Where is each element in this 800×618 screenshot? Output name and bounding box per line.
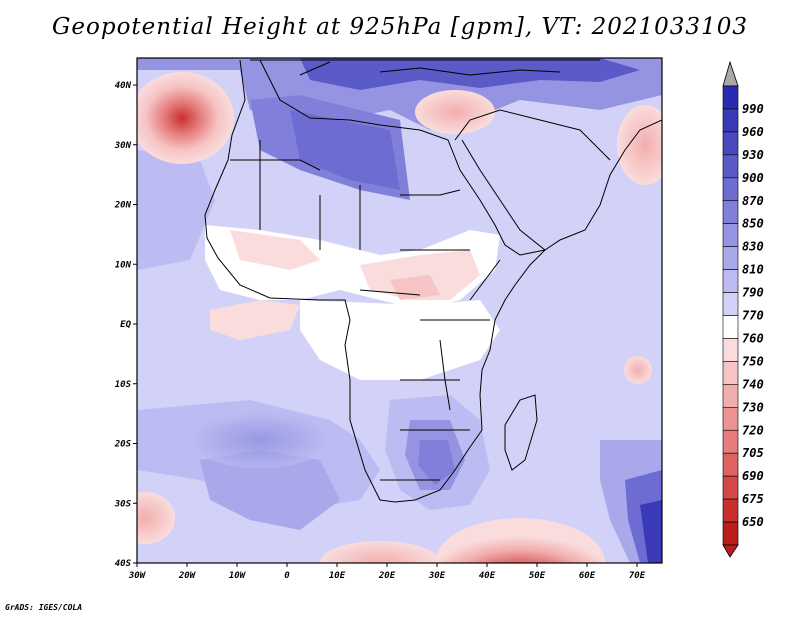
colorbar-swatch [722,521,739,546]
colorbar-swatch [722,154,739,179]
colorbar-swatch [722,85,739,110]
colorbar-swatch [722,429,739,454]
lon-tick-label: 50E [529,571,546,581]
lat-tick-label: 30N [114,141,132,151]
lat-tick-label: 30S [114,499,132,509]
colorbar-swatch [722,498,739,523]
colorbar-label: 650 [742,515,764,529]
lon-tick-label: 20W [178,571,197,581]
colorbar-label: 740 [742,377,764,391]
colorbar-label: 870 [742,194,764,208]
colorbar-label: 960 [742,125,764,139]
colorbar-swatch [722,269,739,293]
colorbar-swatch [722,406,739,431]
colorbar-swatch [722,200,739,225]
colorbar-label: 760 [742,331,764,345]
height-field [137,58,662,563]
colorbar-swatch [722,315,739,339]
colorbar-swatch [722,246,739,270]
colorbar-swatch [722,452,739,477]
colorbar-label: 720 [742,423,764,437]
lon-tick-label: 0 [284,571,290,581]
colorbar-label: 770 [742,309,764,323]
lat-tick-label: 10N [115,260,132,270]
colorbar-label: 730 [742,400,764,414]
colorbar-swatch [722,292,739,316]
colorbar-swatch [722,223,739,247]
lon-tick-label: 10W [229,571,247,581]
lon-tick-label: 60E [579,571,596,581]
colorbar-label: 930 [742,148,764,162]
lon-tick-label: 30W [128,571,147,581]
colorbar-label: 690 [742,469,764,483]
lat-tick-label: 20S [114,440,132,450]
map-title: Geopotential Height at 925hPa [gpm], VT:… [52,14,748,40]
colorbar-swatch [722,131,739,156]
colorbar-swatch [722,177,739,202]
colorbar-label: 810 [742,263,764,277]
colorbar-swatch [722,475,739,500]
lon-tick-label: 40E [479,571,496,581]
coastline-outline [204,59,662,503]
lon-tick-label: 30E [428,571,446,581]
plot-frame [136,57,663,564]
lat-tick-label: 10S [115,380,132,390]
colorbar-swatch [722,108,739,133]
colorbar-over-triangle [722,60,739,87]
colorbar: 990 960 930 900 870 850 830 810 790 770 760 750 740 7… [722,60,764,558]
colorbar-swatch [722,384,739,408]
lat-tick-label: 40S [115,559,132,569]
lat-tick-label: 40N [115,81,132,91]
lat-tick-label: EQ [120,320,131,330]
colorbar-label: 790 [742,286,764,300]
longitude-axis: 30W 20W 10W 0 10E 20E 30E 40E 50E 60E 70E [128,563,646,581]
colorbar-under-triangle [722,544,739,558]
colorbar-label: 675 [742,492,764,506]
lon-tick-label: 70E [629,571,646,581]
colorbar-label: 900 [742,171,764,185]
lon-tick-label: 20E [378,571,396,581]
lat-tick-label: 20N [114,201,132,211]
colorbar-label: 830 [742,240,764,254]
colorbar-swatch [722,338,739,362]
colorbar-swatch [722,361,739,385]
lon-tick-label: 10E [329,571,346,581]
latitude-axis: 40N 30N 20N 10N EQ 10S 20S 30S 40S [114,81,137,569]
credit-text: GrADS: IGES/COLA [5,603,83,612]
colorbar-label: 990 [742,102,764,116]
colorbar-label: 850 [742,217,764,231]
colorbar-label: 750 [742,354,764,368]
colorbar-label: 705 [742,446,764,460]
